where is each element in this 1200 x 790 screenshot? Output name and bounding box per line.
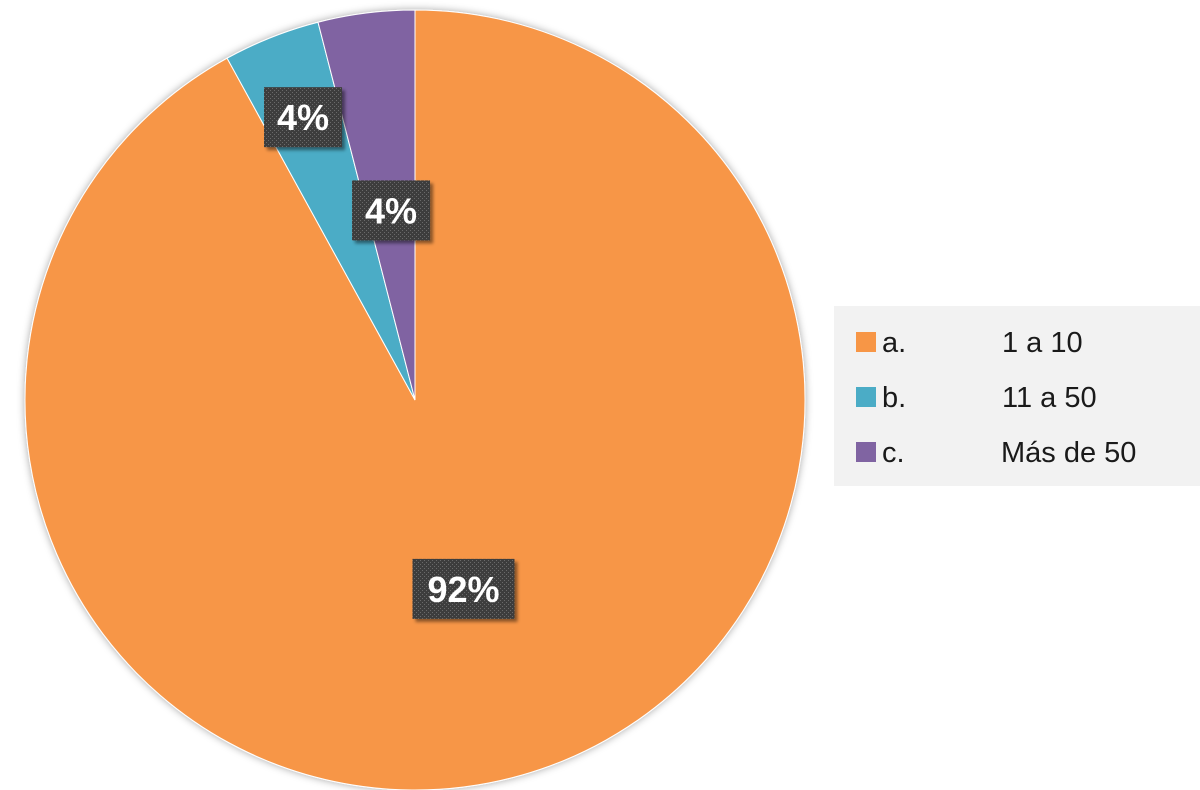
legend-swatch bbox=[856, 332, 876, 352]
data-label-text: 92% bbox=[427, 569, 499, 610]
data-label-box bbox=[264, 87, 343, 148]
data-label-text: 4% bbox=[277, 97, 329, 138]
legend-swatch bbox=[856, 442, 876, 462]
pie-slices bbox=[24, 9, 806, 790]
data-label-a: 92% bbox=[412, 558, 515, 619]
data-label-b: 4% bbox=[264, 87, 343, 148]
legend-swatch bbox=[856, 387, 876, 407]
legend-label: 11 a 50 bbox=[1002, 382, 1097, 414]
data-label-c: 4% bbox=[352, 180, 431, 241]
legend-label: Más de 50 bbox=[1001, 437, 1136, 469]
legend-item-b: b. 11 a 50 bbox=[856, 382, 1097, 414]
legend-label: 1 a 10 bbox=[1002, 327, 1083, 359]
legend: a. 1 a 10 b. 11 a 50 c. Más de 50 bbox=[834, 306, 1200, 486]
data-labels: 92% 4% 4% bbox=[264, 87, 515, 619]
data-label-box bbox=[412, 558, 515, 619]
legend-marker: a. bbox=[882, 327, 906, 359]
legend-item-a: a. 1 a 10 bbox=[856, 327, 1083, 359]
legend-marker: b. bbox=[882, 382, 906, 414]
legend-background bbox=[834, 306, 1200, 486]
legend-item-c: c. Más de 50 bbox=[856, 437, 1136, 469]
data-label-text: 4% bbox=[365, 190, 417, 231]
legend-marker: c. bbox=[882, 437, 905, 469]
data-label-box bbox=[352, 180, 431, 241]
